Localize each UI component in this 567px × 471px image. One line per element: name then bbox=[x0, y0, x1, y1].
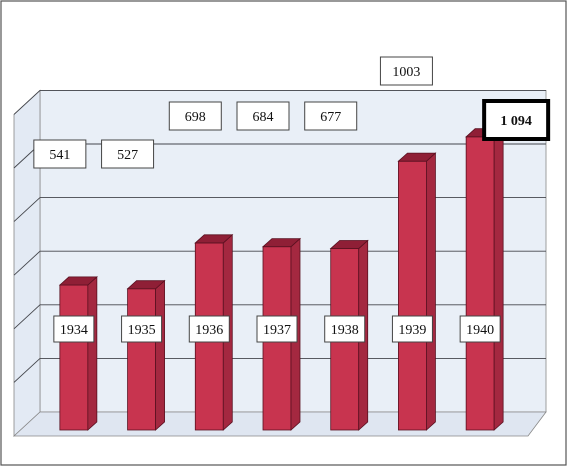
category-label: 1940 bbox=[459, 315, 501, 343]
bar-top bbox=[126, 280, 166, 290]
gridline bbox=[13, 89, 546, 115]
bar-1940 bbox=[465, 127, 505, 431]
bar-front bbox=[398, 160, 427, 431]
category-label-box bbox=[188, 315, 230, 343]
value-label: 1 094 bbox=[482, 99, 551, 141]
bar-side bbox=[426, 152, 436, 431]
bar-1934 bbox=[58, 276, 98, 431]
value-label-box bbox=[482, 99, 551, 141]
gridline bbox=[13, 357, 546, 383]
category-label-text: 1935 bbox=[128, 323, 156, 338]
bar-top bbox=[397, 152, 437, 162]
category-label-text: 1934 bbox=[60, 323, 88, 338]
bars bbox=[58, 127, 505, 431]
gridline bbox=[13, 304, 546, 330]
bar-top bbox=[194, 234, 234, 244]
category-label: 1936 bbox=[188, 315, 230, 343]
value-label: 684 bbox=[236, 101, 290, 131]
value-label-box bbox=[168, 101, 222, 131]
gridlines bbox=[13, 89, 546, 383]
category-label-text: 1938 bbox=[331, 323, 359, 338]
category-label-box bbox=[459, 315, 501, 343]
value-label-box bbox=[101, 139, 155, 169]
category-label-box bbox=[121, 315, 163, 343]
value-label-text: 698 bbox=[185, 110, 206, 125]
bar-front bbox=[127, 288, 156, 431]
category-label-box bbox=[391, 315, 433, 343]
category-label-text: 1939 bbox=[398, 323, 426, 338]
value-label-text: 527 bbox=[117, 148, 138, 163]
category-label-box bbox=[324, 315, 366, 343]
value-label-box bbox=[379, 56, 433, 86]
bar-top bbox=[261, 238, 302, 248]
category-label-box bbox=[53, 315, 95, 343]
bar-side bbox=[87, 276, 98, 431]
category-label: 1938 bbox=[324, 315, 366, 343]
bar-top bbox=[329, 240, 369, 249]
gridline bbox=[13, 250, 546, 276]
value-label-text: 677 bbox=[320, 110, 341, 125]
bar-side bbox=[493, 127, 504, 431]
value-label-text: 1003 bbox=[392, 65, 420, 80]
value-label: 541 bbox=[33, 139, 87, 169]
bar-side bbox=[155, 279, 165, 431]
value-label-text: 1 094 bbox=[500, 114, 532, 129]
gridline bbox=[13, 197, 546, 222]
category-label: 1935 bbox=[121, 315, 163, 343]
value-label: 527 bbox=[101, 139, 155, 169]
value-label: 677 bbox=[304, 101, 358, 131]
category-label: 1934 bbox=[53, 315, 95, 343]
bar-top bbox=[58, 276, 98, 286]
value-label-text: 541 bbox=[49, 148, 70, 163]
category-label: 1937 bbox=[256, 315, 298, 343]
category-label-text: 1936 bbox=[195, 323, 223, 338]
bar-front bbox=[59, 284, 89, 431]
bar-1935 bbox=[126, 279, 166, 431]
bar-1939 bbox=[397, 152, 437, 431]
category-label-text: 1940 bbox=[466, 323, 494, 338]
labels: 1934 541 1935 527 1936 698 1937 684 1938 677 1939 1… bbox=[33, 56, 551, 343]
category-label: 1939 bbox=[391, 315, 433, 343]
category-label-box bbox=[256, 315, 298, 343]
value-label: 698 bbox=[168, 101, 222, 131]
value-label-text: 684 bbox=[253, 110, 274, 125]
value-label-box bbox=[236, 101, 290, 131]
category-label-text: 1937 bbox=[263, 323, 291, 338]
value-label-box bbox=[33, 139, 87, 169]
bar-front bbox=[465, 136, 495, 431]
value-label: 1003 bbox=[379, 56, 433, 86]
value-label-box bbox=[304, 101, 358, 131]
